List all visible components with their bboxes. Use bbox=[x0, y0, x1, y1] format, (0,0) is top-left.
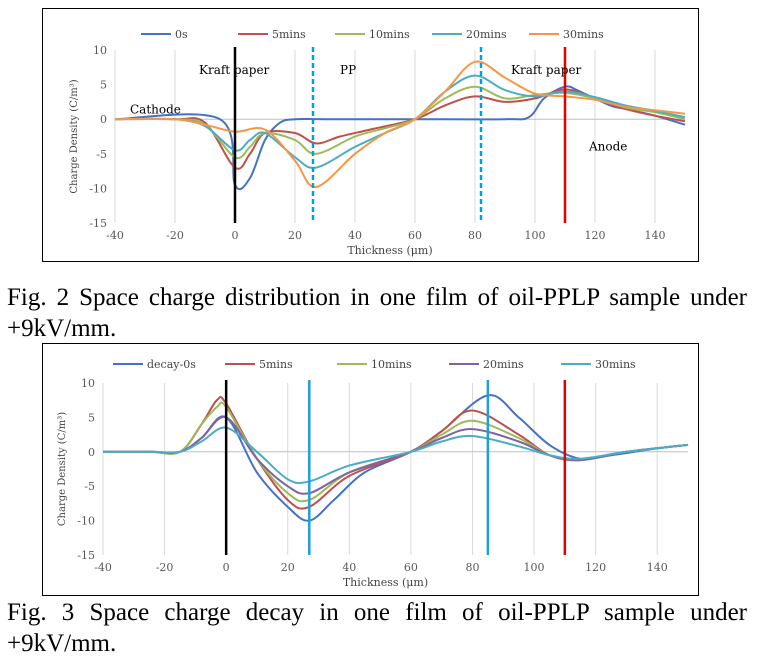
x-tick-label: 40 bbox=[348, 229, 362, 242]
x-tick-label: 140 bbox=[647, 561, 668, 574]
legend-label: decay-0s bbox=[147, 358, 196, 371]
x-tick-label: 20 bbox=[281, 561, 295, 574]
x-tick-label: 60 bbox=[404, 561, 418, 574]
x-tick-label: -40 bbox=[94, 561, 112, 574]
x-tick-label: 100 bbox=[525, 229, 546, 242]
y-tick-label: -5 bbox=[96, 148, 107, 161]
legend-label: 5mins bbox=[272, 28, 306, 41]
y-tick-label: 0 bbox=[100, 113, 107, 126]
legend-label: 10mins bbox=[371, 358, 412, 371]
y-axis-label: Charge Density (C/m³) bbox=[69, 79, 80, 193]
series-line-30mins bbox=[103, 426, 689, 485]
x-tick-label: 140 bbox=[645, 229, 666, 242]
x-tick-label: 100 bbox=[524, 561, 545, 574]
series-line-0s bbox=[114, 85, 686, 191]
y-tick-label: -15 bbox=[77, 549, 95, 562]
x-tick-label: 0 bbox=[223, 561, 230, 574]
x-tick-label: -20 bbox=[166, 229, 184, 242]
x-axis-label: Thickness (μm) bbox=[343, 576, 428, 589]
figure-1-caption: Fig. 2 Space charge distribution in one … bbox=[7, 284, 747, 342]
region-annotation: Cathode bbox=[130, 103, 181, 117]
x-axis-label: Thickness (μm) bbox=[347, 244, 432, 257]
y-tick-label: -15 bbox=[89, 217, 107, 230]
x-tick-label: 40 bbox=[342, 561, 356, 574]
x-tick-label: 120 bbox=[585, 561, 606, 574]
y-tick-label: 0 bbox=[88, 446, 95, 459]
y-tick-label: 5 bbox=[88, 411, 95, 424]
series-line-5mins bbox=[103, 395, 689, 510]
chart-1-frame: 10 5 0 -5 -10 -15 -40 -20 0 20 40 60 80 100 120 140 Thic… bbox=[42, 8, 699, 262]
region-annotation: Kraft paper bbox=[511, 63, 582, 77]
x-tick-label: 60 bbox=[408, 229, 422, 242]
y-tick-label: 10 bbox=[81, 377, 95, 390]
region-annotation: Anode bbox=[588, 139, 627, 153]
x-tick-label: 120 bbox=[585, 229, 606, 242]
series-line-10mins bbox=[114, 85, 686, 160]
y-tick-label: 5 bbox=[100, 79, 107, 92]
legend-label: 30mins bbox=[595, 358, 636, 371]
y-tick-label: 10 bbox=[93, 44, 107, 57]
x-tick-label: 0 bbox=[232, 229, 239, 242]
x-tick-label: 20 bbox=[288, 229, 302, 242]
x-tick-label: 80 bbox=[468, 229, 482, 242]
chart-1-svg: 10 5 0 -5 -10 -15-40 -20 0 20 40 60 80 100 120 140 Thic… bbox=[69, 28, 686, 257]
y-tick-label: -10 bbox=[89, 182, 107, 195]
region-annotation: Kraft paper bbox=[199, 63, 270, 77]
legend-label: 20mins bbox=[466, 28, 507, 41]
x-tick-label: -20 bbox=[156, 561, 174, 574]
region-annotation: PP bbox=[340, 63, 356, 77]
x-tick-label: 80 bbox=[465, 561, 479, 574]
y-tick-label: -5 bbox=[84, 480, 95, 493]
chart-2-frame: 10 5 0 -5 -10 -15 -40 -20 0 20 40 60 80 100 120 140 Thic… bbox=[42, 343, 699, 596]
legend-label: 30mins bbox=[563, 28, 604, 41]
y-axis-label: Charge Density (C/m³) bbox=[57, 412, 68, 526]
x-tick-label: -40 bbox=[106, 229, 124, 242]
y-tick-label: -10 bbox=[77, 515, 95, 528]
figure-2-caption: Fig. 3 Space charge decay in one film of… bbox=[7, 599, 747, 657]
legend-label: 0s bbox=[175, 28, 188, 41]
chart-2-svg: 10 5 0 -5 -10 -15-40 -20 0 20 40 60 80 100 120 140 Thic… bbox=[57, 358, 689, 589]
legend-label: 20mins bbox=[483, 358, 524, 371]
legend-label: 10mins bbox=[369, 28, 410, 41]
legend-label: 5mins bbox=[259, 358, 293, 371]
